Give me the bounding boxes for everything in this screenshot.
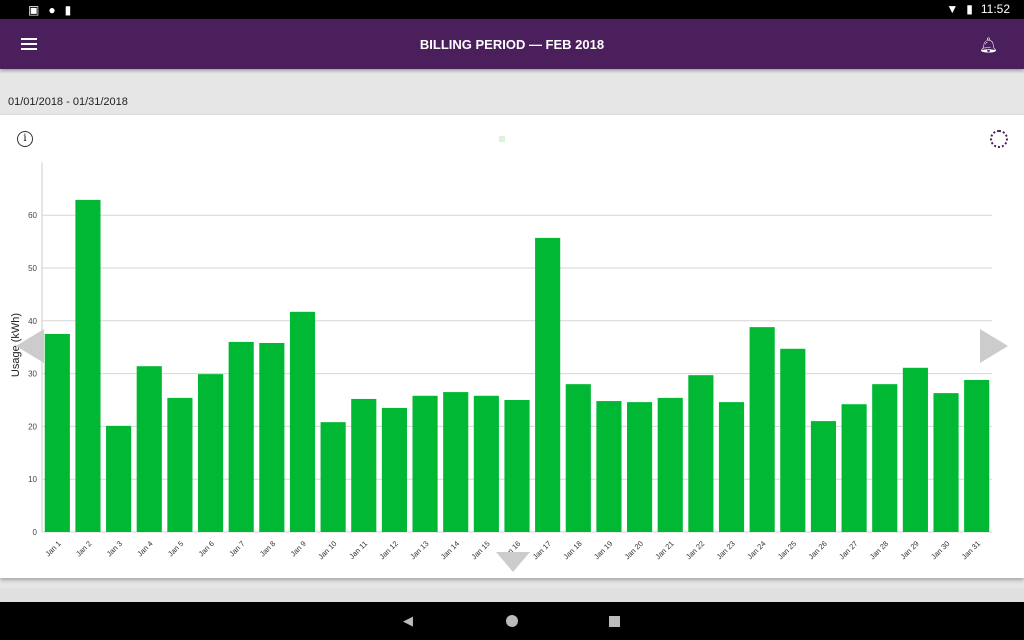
x-tick-label: Jan 25 (776, 539, 798, 561)
bar (565, 384, 591, 532)
bar (504, 400, 530, 532)
x-tick-label: Jan 21 (653, 539, 675, 561)
x-tick-label: Jan 2 (74, 539, 93, 558)
bar (167, 397, 193, 532)
x-tick-label: Jan 29 (899, 539, 921, 561)
x-tick-label: Jan 31 (960, 539, 982, 561)
x-tick-label: Jan 24 (745, 539, 767, 561)
bar (44, 334, 70, 532)
sd-card-icon: ▮ (64, 3, 72, 17)
bar (872, 384, 898, 532)
chart-settings-icon[interactable] (990, 130, 1008, 148)
bar (443, 392, 469, 532)
y-tick-label: 40 (28, 317, 37, 326)
bar (136, 366, 162, 532)
x-tick-label: Jan 6 (197, 539, 216, 558)
x-tick-label: Jan 18 (561, 539, 583, 561)
bar (197, 374, 224, 532)
bar (902, 367, 928, 532)
bar (106, 425, 132, 532)
bar (259, 342, 285, 532)
bar (627, 402, 653, 532)
x-tick-label: Jan 1 (43, 539, 62, 558)
bar (780, 348, 806, 532)
bar (749, 327, 775, 532)
next-period-button[interactable] (980, 329, 1008, 363)
bar (810, 421, 837, 532)
x-tick-label: Jan 27 (837, 539, 859, 561)
system-nav-bar: ◀ (0, 602, 1024, 640)
y-tick-label: 10 (28, 475, 37, 484)
bar (289, 311, 316, 532)
bell-icon[interactable]: 🔔︎ (978, 37, 998, 54)
hamburger-icon[interactable] (21, 38, 37, 50)
x-tick-label: Jan 13 (408, 539, 430, 561)
bar (75, 199, 101, 532)
date-range: 01/01/2018 - 01/31/2018 (8, 96, 128, 108)
bar (381, 407, 407, 532)
x-tick-label: Jan 19 (592, 539, 614, 561)
bar (320, 422, 346, 532)
bar (535, 237, 561, 532)
x-tick-label: Jan 23 (715, 539, 737, 561)
bar (228, 341, 254, 532)
x-tick-label: Jan 14 (439, 539, 461, 561)
expand-down-button[interactable] (496, 552, 530, 572)
bar (964, 379, 990, 532)
y-tick-label: 50 (28, 264, 37, 273)
bar (473, 395, 499, 532)
previous-period-button[interactable] (16, 329, 44, 363)
x-tick-label: Jan 20 (623, 539, 645, 561)
x-tick-label: Jan 5 (166, 539, 185, 558)
bar (412, 395, 438, 532)
home-icon[interactable] (506, 615, 518, 627)
x-tick-label: Jan 3 (105, 539, 124, 558)
x-tick-label: Jan 11 (347, 539, 369, 561)
x-tick-label: Jan 30 (929, 539, 951, 561)
y-tick-label: 20 (28, 422, 37, 431)
bar (688, 375, 714, 532)
x-tick-label: Jan 7 (227, 539, 246, 558)
x-tick-label: Jan 15 (469, 539, 491, 561)
y-tick-label: 60 (28, 211, 37, 220)
sync-icon: ● (48, 3, 56, 17)
x-tick-label: Jan 8 (258, 539, 277, 558)
x-tick-label: Jan 9 (289, 539, 308, 558)
bottom-strip (0, 588, 1024, 602)
page-title: BILLING PERIOD — FEB 2018 (419, 37, 605, 52)
x-tick-label: Jan 22 (684, 539, 706, 561)
back-icon[interactable]: ◀ (403, 613, 413, 628)
recents-icon[interactable] (609, 616, 620, 627)
x-tick-label: Jan 26 (807, 539, 829, 561)
info-icon[interactable]: i (17, 131, 33, 147)
clock: 11:52 (980, 2, 1010, 16)
x-tick-label: Jan 10 (316, 539, 338, 561)
y-tick-label: 30 (28, 370, 37, 379)
notification-icon: ▣ (28, 3, 40, 17)
x-tick-label: Jan 28 (868, 539, 890, 561)
status-bar: ▣ ● ▮ ▼ ▮ 11:52 (0, 0, 1024, 19)
bar (718, 402, 745, 532)
wifi-icon: ▼ (946, 2, 959, 16)
y-tick-label: 0 (33, 528, 38, 537)
bar (841, 404, 867, 532)
legend-marker (499, 136, 505, 142)
bar (657, 397, 683, 532)
x-tick-label: Jan 17 (531, 539, 553, 561)
bar (596, 401, 622, 532)
battery-icon: ▮ (966, 2, 973, 16)
bar (351, 398, 377, 532)
app-bar: BILLING PERIOD — FEB 2018 🔔︎ (0, 19, 1024, 69)
x-tick-label: Jan 12 (378, 539, 400, 561)
x-tick-label: Jan 4 (135, 539, 154, 558)
bar (933, 393, 959, 532)
